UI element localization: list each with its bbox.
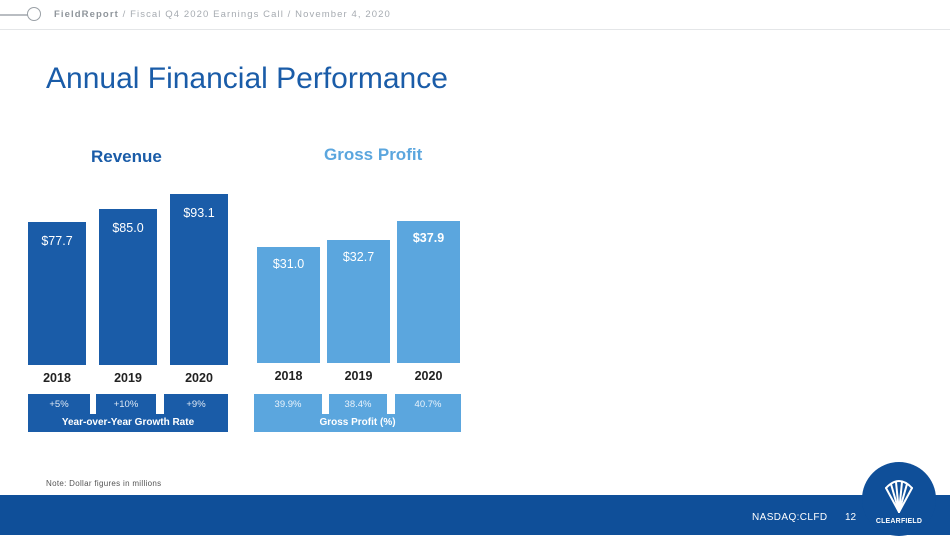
profit-bar-2020: $37.9 bbox=[397, 220, 460, 363]
header-rule bbox=[0, 14, 30, 16]
header-bar: FieldReport / Fiscal Q4 2020 Earnings Ca… bbox=[0, 0, 950, 30]
breadcrumb-separator: / bbox=[118, 9, 131, 20]
stock-ticker: NASDAQ:CLFD bbox=[752, 512, 828, 523]
revenue-growth-2020: +9% bbox=[164, 394, 228, 414]
revenue-x-label: 2020 bbox=[185, 371, 213, 385]
revenue-bar-2019: $85.0 bbox=[99, 208, 157, 365]
profit-pct-2018: 39.9% bbox=[254, 394, 322, 414]
profit-bar-2018: $31.0 bbox=[257, 246, 320, 363]
brand-name: FieldReport bbox=[54, 9, 119, 20]
footer-bar bbox=[0, 495, 950, 535]
revenue-growth-2019: +10% bbox=[96, 394, 156, 414]
profit-pct-2019: 38.4% bbox=[329, 394, 387, 414]
footnote: Note: Dollar figures in millions bbox=[46, 479, 162, 488]
profit-x-label: 2019 bbox=[344, 369, 373, 383]
revenue-chart-title: Revenue bbox=[91, 147, 162, 166]
header-circle-icon bbox=[27, 7, 41, 21]
revenue-x-label: 2019 bbox=[114, 371, 142, 385]
shell-icon bbox=[885, 480, 913, 513]
page-number: 12 bbox=[845, 512, 857, 523]
breadcrumb: FieldReport / Fiscal Q4 2020 Earnings Ca… bbox=[54, 9, 391, 20]
profit-value-label: $32.7 bbox=[342, 250, 375, 265]
profit-chart-title: Gross Profit bbox=[324, 145, 423, 164]
profit-x-label: 2020 bbox=[414, 369, 443, 383]
logo-text: CLEARFIELD bbox=[875, 518, 923, 525]
clearfield-logo: CLEARFIELD bbox=[862, 462, 936, 536]
profit-value-label: $37.9 bbox=[412, 230, 445, 245]
revenue-growth-label: Year-over-Year Growth Rate bbox=[28, 414, 228, 432]
profit-pct-box: 39.9% 38.4% 40.7% Gross Profit (%) bbox=[254, 394, 461, 432]
revenue-value-label: $85.0 bbox=[112, 220, 144, 235]
profit-value-label: $31.0 bbox=[272, 256, 305, 271]
revenue-x-label: 2018 bbox=[43, 371, 71, 385]
profit-x-label: 2018 bbox=[274, 369, 303, 383]
revenue-bar-2018: $77.7 bbox=[28, 222, 86, 365]
revenue-growth-2018: +5% bbox=[28, 394, 90, 414]
header-divider bbox=[0, 29, 950, 30]
profit-bar-2019: $32.7 bbox=[327, 240, 390, 363]
profit-pct-label: Gross Profit (%) bbox=[254, 414, 461, 432]
breadcrumb-context: Fiscal Q4 2020 Earnings Call / November … bbox=[130, 9, 391, 20]
profit-pct-2020: 40.7% bbox=[395, 394, 461, 414]
revenue-growth-box: +5% +10% +9% Year-over-Year Growth Rate bbox=[28, 394, 228, 432]
revenue-bar-2020: $93.1 bbox=[170, 193, 228, 365]
revenue-value-label: $77.7 bbox=[41, 234, 73, 249]
revenue-value-label: $93.1 bbox=[183, 205, 215, 220]
page-title: Annual Financial Performance bbox=[46, 62, 448, 95]
